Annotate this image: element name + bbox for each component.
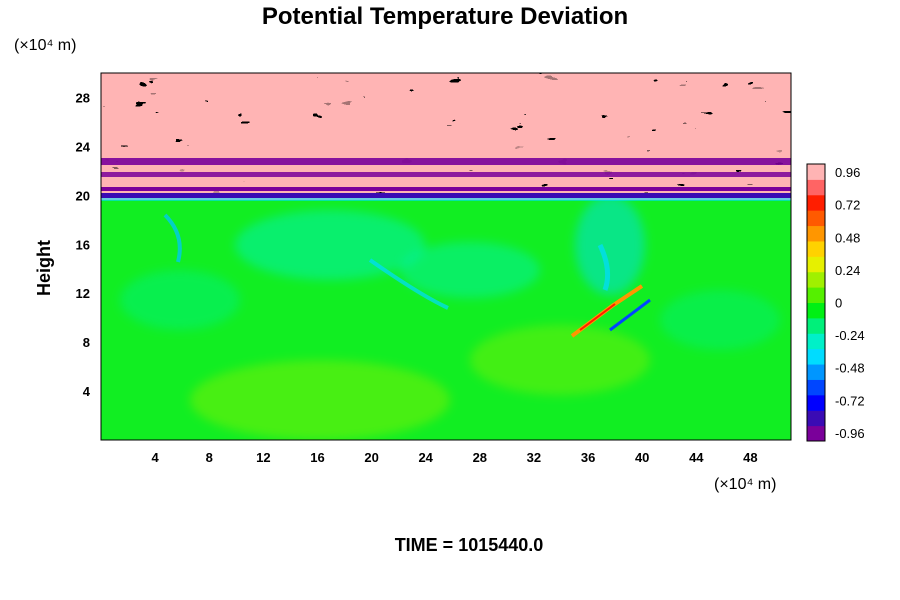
y-unit-label: (×10⁴ m)	[14, 37, 76, 54]
x-tick-label: 40	[635, 450, 649, 465]
x-unit-label: (×10⁴ m)	[714, 476, 776, 493]
x-tick-label: 36	[581, 450, 595, 465]
field-filament	[597, 243, 611, 291]
colorbar-swatch	[807, 410, 825, 427]
x-tick-label: 8	[206, 450, 213, 465]
heatmap-field	[101, 73, 791, 440]
field-patch	[470, 325, 650, 395]
strat-layer	[101, 187, 791, 191]
colorbar-swatch	[807, 240, 825, 257]
field-patch	[235, 210, 425, 280]
colorbar-swatch	[807, 348, 825, 365]
colorbar-tick-label: 0	[835, 296, 842, 311]
colorbar-tick-label: 0.48	[835, 230, 860, 245]
x-tick-label: 24	[418, 450, 433, 465]
colorbar-swatch	[807, 287, 825, 303]
colorbar-tick-label: -0.72	[835, 393, 865, 408]
x-tick-label: 32	[527, 450, 541, 465]
x-tick-label: 4	[151, 450, 159, 465]
chart-title: Potential Temperature Deviation	[262, 3, 628, 30]
strat-layer	[101, 158, 791, 165]
colorbar-swatch	[807, 317, 825, 334]
field-patch	[660, 290, 780, 350]
strat-noise	[101, 73, 791, 200]
colorbar-tick-label: 0.72	[835, 198, 860, 213]
colorbar-swatch	[807, 194, 825, 211]
troposphere-structures	[120, 195, 780, 440]
field-patch	[575, 195, 645, 295]
colorbar-swatch	[807, 179, 825, 196]
x-tick-label: 48	[743, 450, 757, 465]
colorbar-swatch	[807, 394, 825, 411]
y-tick-label: 20	[76, 188, 90, 203]
colorbar-frame	[806, 163, 826, 442]
colorbar-swatch	[807, 210, 825, 227]
field-cold-streak	[609, 298, 651, 332]
colorbar-swatch	[807, 333, 825, 350]
colorbar-tick-label: -0.96	[835, 426, 865, 441]
colorbar-swatch	[807, 425, 825, 442]
y-tick-label: 28	[76, 91, 90, 106]
y-tick-label: 16	[76, 237, 90, 252]
field-warm-streak	[579, 303, 616, 331]
strat-layer	[101, 172, 791, 177]
y-tick-label: 24	[76, 139, 91, 154]
y-tick-label: 12	[76, 286, 90, 301]
field-filament	[368, 258, 449, 310]
field-patch	[120, 270, 240, 330]
y-axis-label: Height	[34, 240, 54, 296]
colorbar-tick-label: 0.96	[835, 165, 860, 180]
colorbar-swatch	[807, 302, 825, 319]
x-tick-label: 44	[689, 450, 704, 465]
time-footer: TIME = 1015440.0	[395, 535, 544, 555]
x-axis: 4 8 12 16 20 24 28 32 36 40 44 48	[151, 450, 757, 465]
colorbar-swatch	[807, 379, 825, 396]
strat-layer	[101, 193, 791, 198]
colorbar-swatch	[807, 225, 825, 242]
field-patch	[190, 360, 450, 440]
colorbar-swatch	[807, 164, 825, 180]
y-tick-label: 4	[83, 384, 91, 399]
colorbar-swatch	[807, 271, 825, 288]
x-tick-label: 20	[364, 450, 378, 465]
y-tick-label: 8	[83, 335, 90, 350]
strat-layer	[101, 198, 791, 201]
field-filament	[163, 213, 182, 263]
x-tick-label: 12	[256, 450, 270, 465]
colorbar: 0.96 0.72 0.48 0.24 0 -0.24 -0.48 -0.72 -0.96	[806, 163, 865, 442]
colorbar-swatch	[807, 256, 825, 273]
x-tick-label: 16	[310, 450, 324, 465]
colorbar-swatch	[807, 364, 825, 380]
colorbar-tick-label: 0.24	[835, 263, 860, 278]
colorbar-tick-label: -0.48	[835, 361, 865, 376]
plot-frame	[100, 72, 792, 441]
field-patch	[400, 242, 540, 298]
colorbar-tick-label: -0.24	[835, 328, 865, 343]
x-tick-label: 28	[473, 450, 487, 465]
y-axis: 4 8 12 16 20 24 28	[76, 91, 91, 400]
